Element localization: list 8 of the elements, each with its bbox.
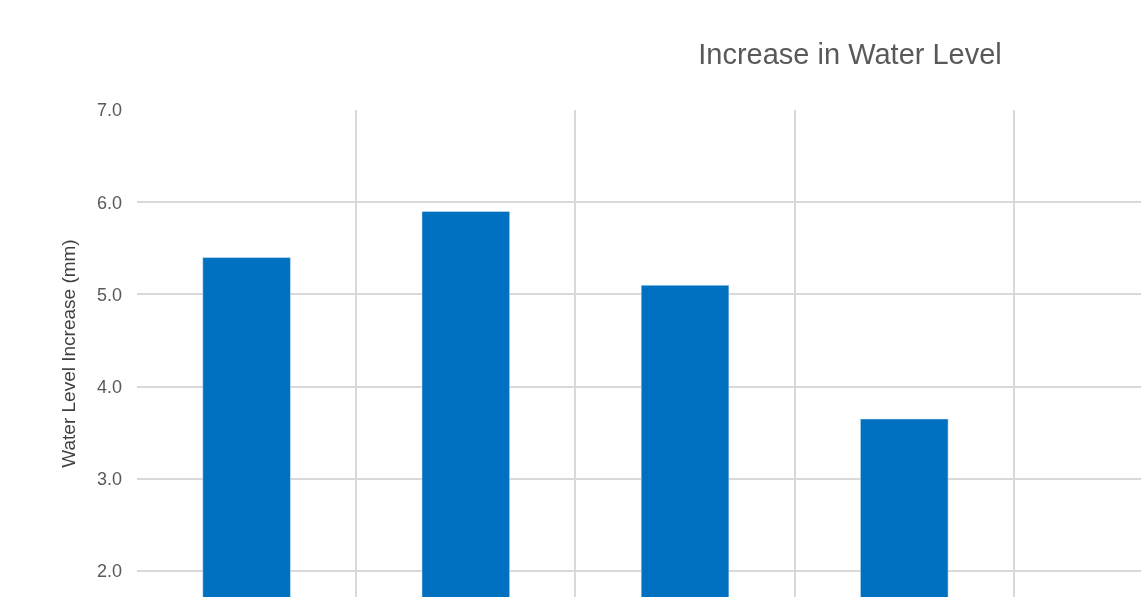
y-tick-label: 7.0 [96,100,122,121]
y-tick-label: 5.0 [96,284,122,305]
chart-title: Increase in Water Level [698,37,1002,70]
y-tick-label: 3.0 [96,469,122,490]
y-axis-title: Water Level Increase (mm) [57,239,79,468]
y-tick-label: 2.0 [96,561,122,582]
y-tick-label: 4.0 [96,377,122,397]
y-tick-label: 6.0 [96,192,122,213]
